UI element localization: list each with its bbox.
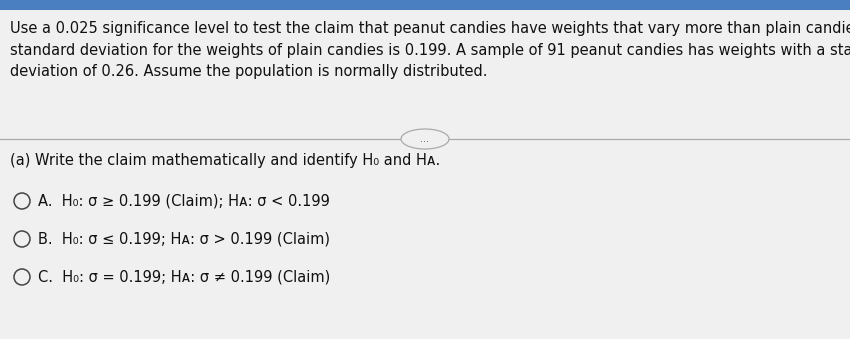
Text: C.  H₀: σ = 0.199; Hᴀ: σ ≠ 0.199 (Claim): C. H₀: σ = 0.199; Hᴀ: σ ≠ 0.199 (Claim): [38, 270, 331, 284]
Text: A.  H₀: σ ≥ 0.199 (Claim); Hᴀ: σ < 0.199: A. H₀: σ ≥ 0.199 (Claim); Hᴀ: σ < 0.199: [38, 194, 330, 208]
Text: (a) Write the claim mathematically and identify H₀ and Hᴀ.: (a) Write the claim mathematically and i…: [10, 153, 440, 168]
Text: ...: ...: [421, 134, 429, 144]
Text: Use a 0.025 significance level to test the claim that peanut candies have weight: Use a 0.025 significance level to test t…: [10, 21, 850, 79]
FancyBboxPatch shape: [0, 10, 850, 339]
Text: B.  H₀: σ ≤ 0.199; Hᴀ: σ > 0.199 (Claim): B. H₀: σ ≤ 0.199; Hᴀ: σ > 0.199 (Claim): [38, 232, 330, 246]
FancyBboxPatch shape: [0, 0, 850, 10]
Ellipse shape: [401, 129, 449, 149]
